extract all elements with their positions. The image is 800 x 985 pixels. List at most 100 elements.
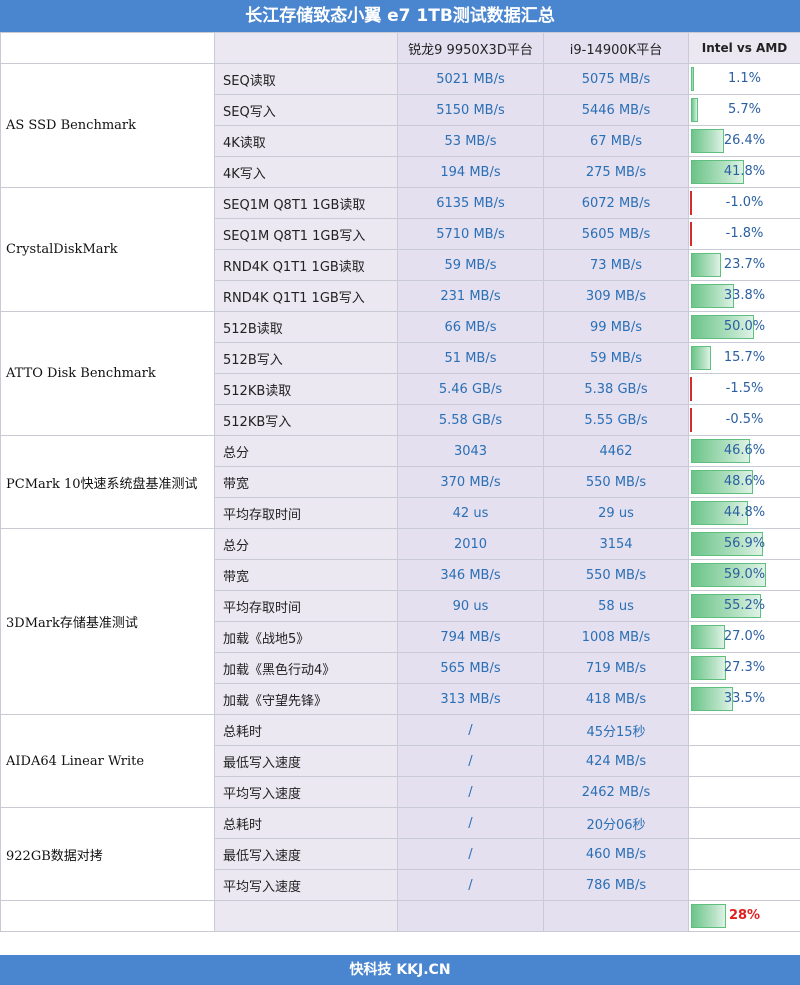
pct-bar (691, 253, 721, 277)
pct-cell: 55.2% (688, 590, 800, 622)
total-pct-text: 28% (728, 908, 761, 923)
pct-wrap: 26.4% (690, 127, 800, 156)
pct-bar (691, 439, 750, 463)
table-row: CrystalDiskMark SEQ1M Q8T1 1GB读取 6135 MB/s… (0, 187, 800, 312)
pct-text (690, 871, 800, 900)
intel-value: 719 MB/s (543, 652, 689, 684)
pct-cell: 46.6% (688, 435, 800, 467)
intel-value: 99 MB/s (543, 311, 689, 343)
total-pct-cell: 28% (688, 900, 800, 932)
intel-value: 786 MB/s (543, 869, 689, 901)
amd-value: 3043 (397, 435, 544, 467)
pct-cell: 15.7% (688, 342, 800, 374)
pct-text: 1.1% (727, 71, 762, 86)
pct-wrap: 41.8% (690, 158, 800, 187)
pct-bar (691, 160, 744, 184)
pct-wrap: 44.8% (690, 499, 800, 528)
pct-cell: -1.0% (688, 187, 800, 219)
pct-text (690, 840, 800, 869)
pct-cell: 27.3% (688, 652, 800, 684)
pct-cell: 56.9% (688, 528, 800, 560)
pct-wrap: 5.7% (690, 96, 800, 125)
pct-cell: -0.5% (688, 404, 800, 436)
intel-value: 3154 (543, 528, 689, 560)
header-intel: i9-14900K平台 (543, 32, 689, 64)
pct-wrap: -1.5% (690, 375, 800, 404)
header-row: 锐龙9 9950X3D平台 i9-14900K平台 Intel vs AMD (0, 32, 800, 64)
pct-bar (691, 470, 753, 494)
pct-cell (688, 714, 800, 746)
metric-label: 平均存取时间 (214, 497, 398, 529)
pct-text: 5.7% (727, 102, 762, 117)
table-row: SEQ写入 5150 MB/s 5446 MB/s 5.7% (1, 94, 800, 126)
metric-label: 总分 (214, 528, 398, 560)
table-row: 4K读取 53 MB/s 67 MB/s 26.4% (1, 125, 800, 157)
metric-label: 加载《战地5》 (214, 621, 398, 653)
table-row: 最低写入速度/424 MB/s (1, 745, 800, 777)
pct-negative-bar (690, 222, 692, 246)
pct-bar (691, 98, 698, 122)
amd-value: 346 MB/s (397, 559, 544, 591)
pct-wrap: 56.9% (690, 530, 800, 559)
intel-value: 5446 MB/s (543, 94, 689, 126)
pct-text: -1.5% (725, 381, 764, 396)
pct-cell: 26.4% (688, 125, 800, 157)
amd-value: 565 MB/s (397, 652, 544, 684)
table-row: ATTO Disk Benchmark 512B读取 66 MB/s 99 MB/s 5… (0, 311, 800, 436)
pct-cell (688, 776, 800, 808)
amd-value: 194 MB/s (397, 156, 544, 188)
pct-text: 46.6% (723, 443, 766, 458)
pct-negative-bar (690, 191, 692, 215)
pct-wrap (690, 809, 800, 838)
pct-bar (691, 656, 726, 680)
total-blank-intel (543, 900, 689, 932)
pct-wrap: 59.0% (690, 561, 800, 590)
pct-bar (691, 532, 763, 556)
pct-wrap: 50.0% (690, 313, 800, 342)
header-pct: Intel vs AMD (688, 32, 800, 64)
metric-label: 总耗时 (214, 714, 398, 746)
metric-label: 512B读取 (214, 311, 398, 343)
pct-wrap: 55.2% (690, 592, 800, 621)
pct-wrap: 48.6% (690, 468, 800, 497)
table-row: 512KB读取 5.46 GB/s 5.38 GB/s -1.5% (1, 373, 800, 405)
pct-text (690, 778, 800, 807)
pct-text (690, 716, 800, 745)
pct-text: 55.2% (723, 598, 766, 613)
benchmark-group-label: ATTO Disk Benchmark (0, 311, 215, 436)
pct-cell: 59.0% (688, 559, 800, 591)
amd-value: 5021 MB/s (397, 63, 544, 95)
pct-text: 33.5% (723, 691, 766, 706)
metric-label: 4K写入 (214, 156, 398, 188)
table-row: RND4K Q1T1 1GB写入 231 MB/s 309 MB/s 33.8% (1, 280, 800, 312)
pct-wrap (690, 747, 800, 776)
intel-value: 2462 MB/s (543, 776, 689, 808)
pct-cell: 23.7% (688, 249, 800, 281)
header-blank-group (0, 32, 215, 64)
pct-wrap: -0.5% (690, 406, 800, 435)
pct-wrap: 33.8% (690, 282, 800, 311)
header-blank-metric (214, 32, 398, 64)
pct-cell: 48.6% (688, 466, 800, 498)
amd-value: 66 MB/s (397, 311, 544, 343)
metric-label: RND4K Q1T1 1GB写入 (214, 280, 398, 312)
table-row: AIDA64 Linear Write 总耗时/45分15秒 (0, 714, 800, 808)
pct-wrap: 1.1% (690, 65, 800, 94)
pct-wrap: -1.8% (690, 220, 800, 249)
pct-wrap (690, 778, 800, 807)
table-row: PCMark 10快速系统盘基准测试 总分 3043 4462 46.6% (0, 435, 800, 529)
pct-text: 48.6% (723, 474, 766, 489)
metric-label: 加载《守望先锋》 (214, 683, 398, 715)
intel-value: 424 MB/s (543, 745, 689, 777)
amd-value: / (397, 869, 544, 901)
metric-label: SEQ读取 (214, 63, 398, 95)
table-row: RND4K Q1T1 1GB读取 59 MB/s 73 MB/s 23.7% (1, 249, 800, 281)
footer-credit: 快科技 KKJ.CN (0, 955, 800, 985)
amd-value: / (397, 776, 544, 808)
table-row: 512KB写入 5.58 GB/s 5.55 GB/s -0.5% (1, 404, 800, 436)
pct-wrap: 27.0% (690, 623, 800, 652)
amd-value: 231 MB/s (397, 280, 544, 312)
benchmark-group-label: CrystalDiskMark (0, 187, 215, 312)
amd-value: 5.46 GB/s (397, 373, 544, 405)
pct-wrap: 46.6% (690, 437, 800, 466)
